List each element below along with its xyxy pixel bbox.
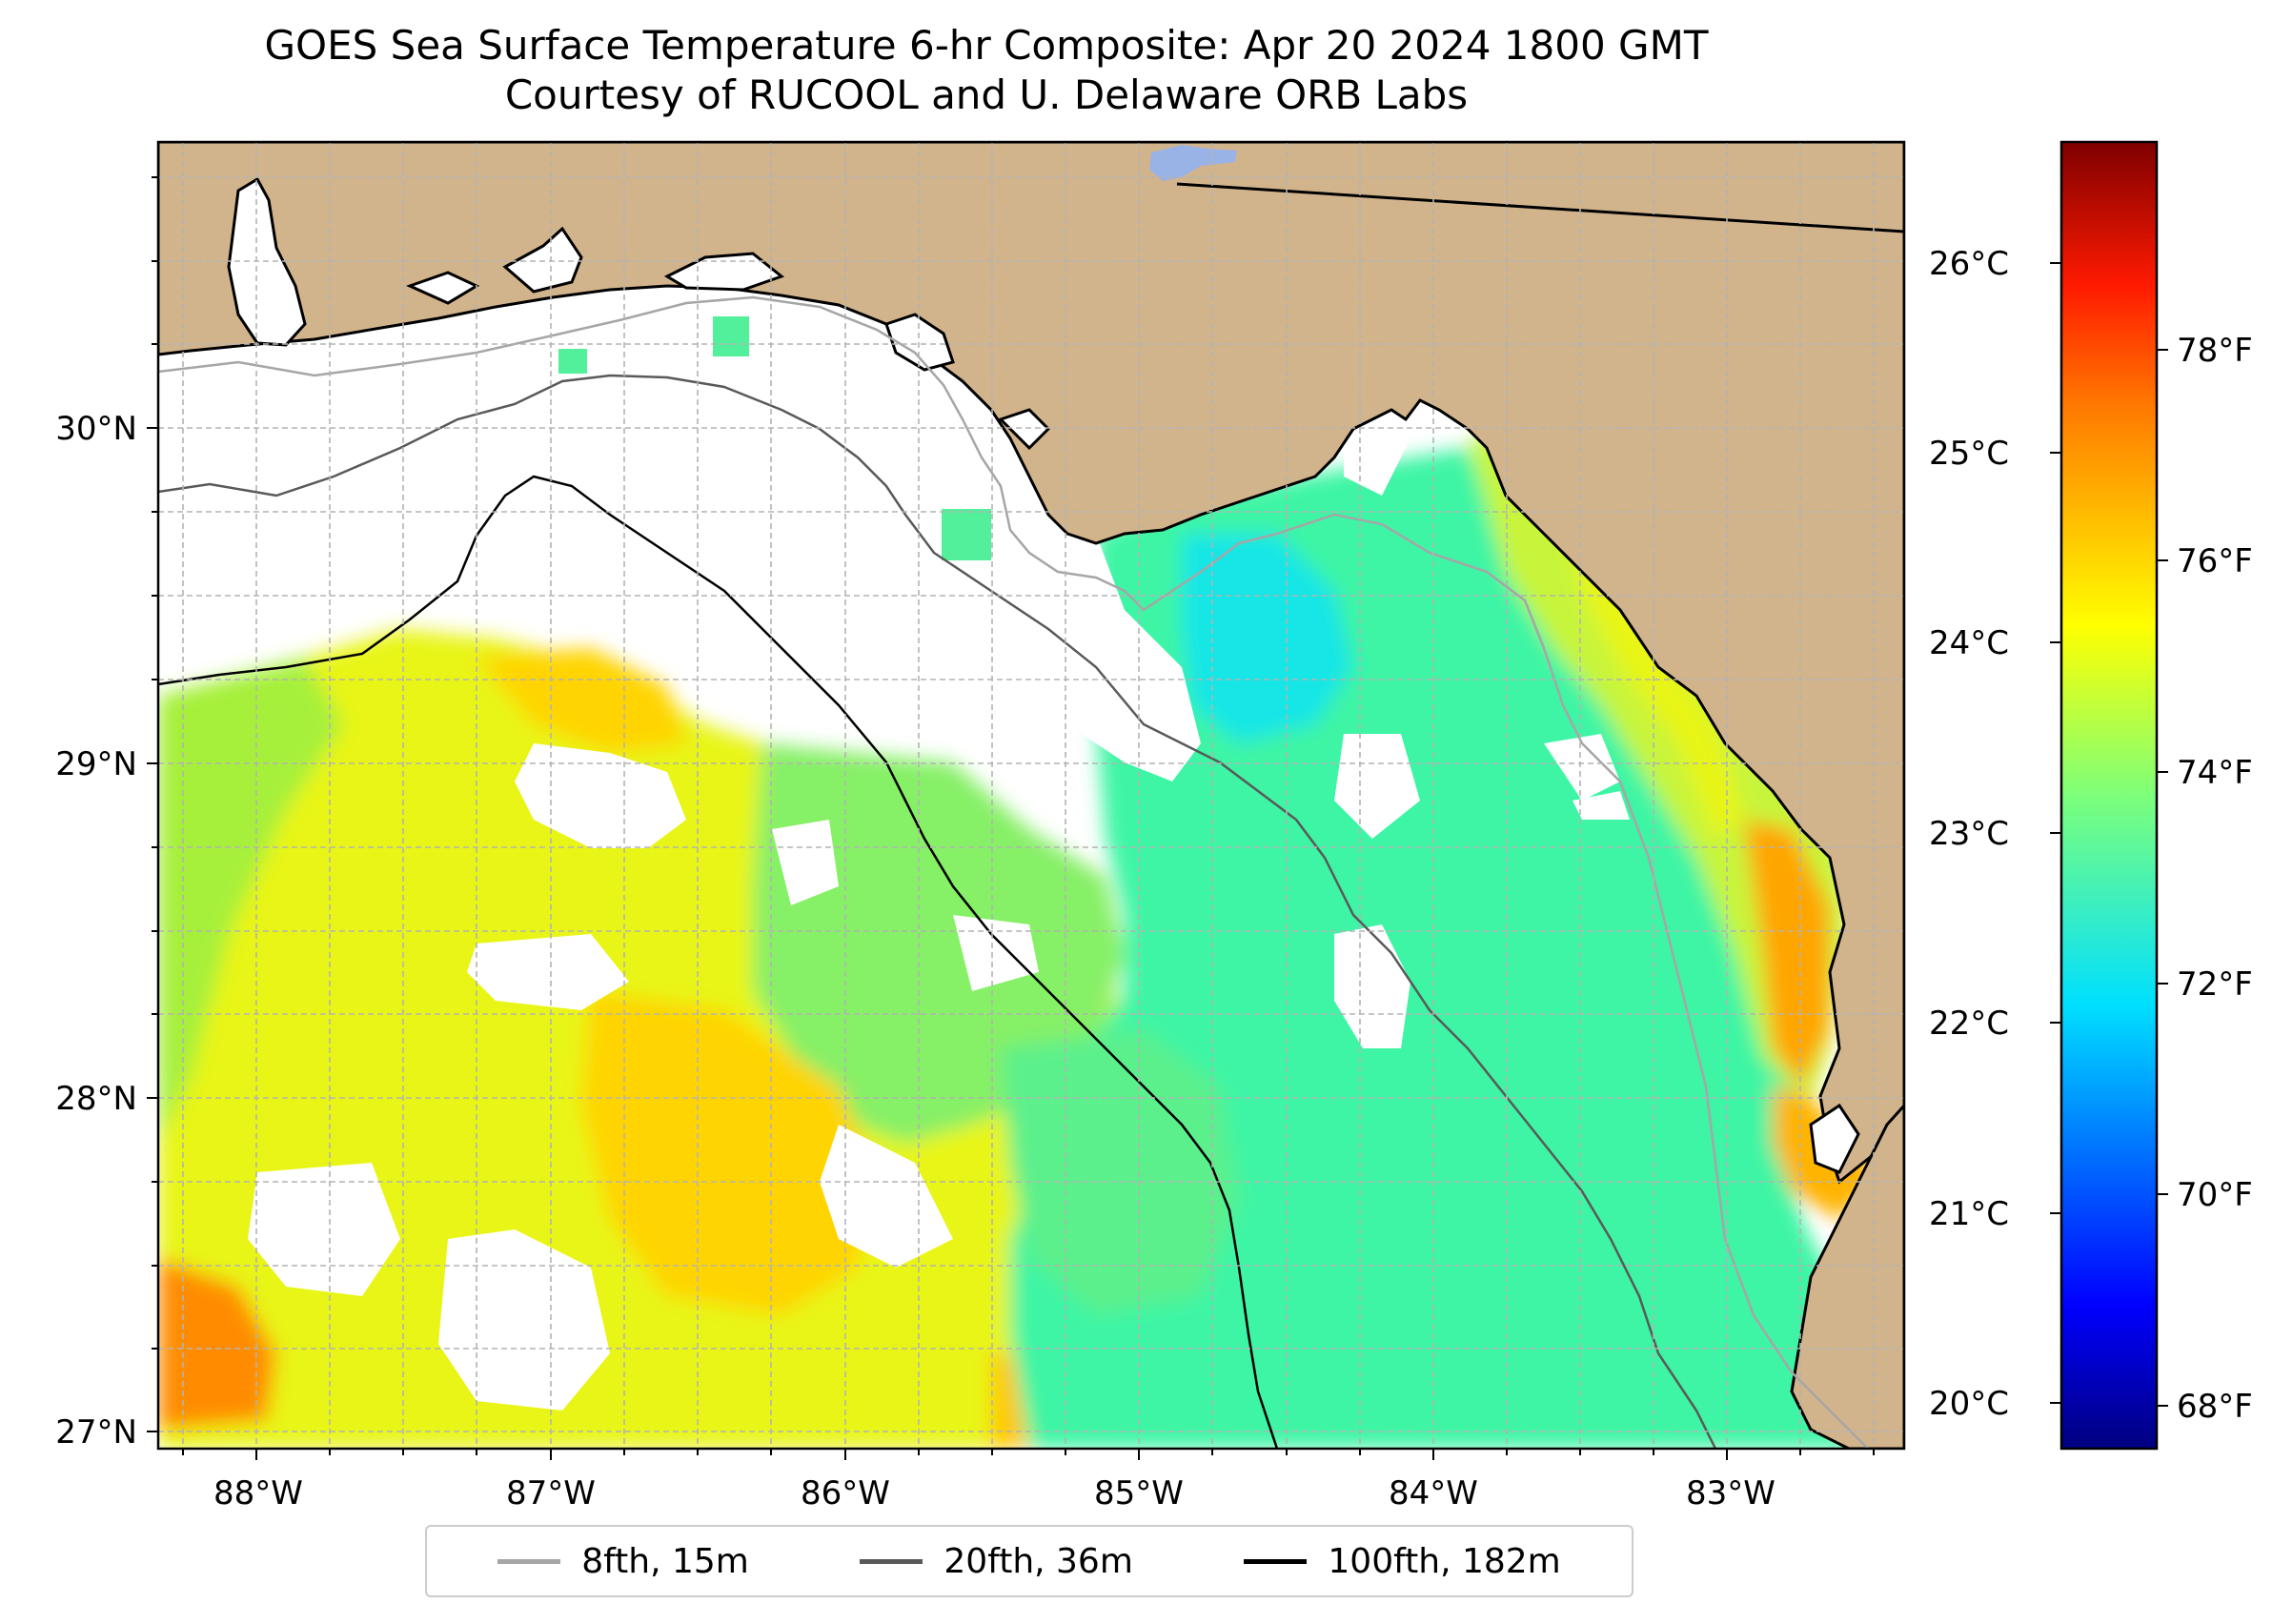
colorbar-gradient: [2060, 140, 2159, 1451]
legend-item: 8fth, 15m: [497, 1542, 749, 1581]
lon-label: 83°W: [1686, 1474, 1776, 1512]
celsius-label: 24°C: [1929, 624, 2009, 662]
legend-item: 100fth, 182m: [1244, 1541, 1561, 1581]
legend-swatch-20fth: [860, 1558, 923, 1564]
celsius-label: 20°C: [1929, 1385, 2009, 1423]
longitude-labels: 88°W 87°W 86°W 85°W 84°W 83°W: [213, 1474, 1776, 1512]
map-frame: [156, 140, 1906, 1451]
lake: [1149, 145, 1237, 181]
lon-label: 85°W: [1094, 1474, 1184, 1512]
lat-label: 29°N: [55, 745, 137, 783]
celsius-label: 26°C: [1929, 245, 2009, 283]
map-panel: [158, 142, 1904, 1449]
colorbar-ticks: [2050, 262, 2168, 1407]
map-gridlines: [158, 142, 1904, 1449]
title-line-2: Courtesy of RUCOOL and U. Delaware ORB L…: [504, 71, 1469, 118]
fahrenheit-label: 72°F: [2177, 965, 2253, 1004]
legend-label: 100fth, 182m: [1328, 1541, 1561, 1581]
land-areas: [158, 142, 1904, 1449]
legend-item: 20fth, 36m: [860, 1542, 1133, 1581]
legend-label: 20fth, 36m: [944, 1541, 1133, 1581]
fahrenheit-label: 78°F: [2177, 332, 2253, 370]
contour-100fth: [158, 475, 1279, 1449]
celsius-label: 23°C: [1929, 815, 2009, 853]
bathymetry-contours: [158, 295, 1869, 1449]
lat-label: 30°N: [55, 410, 137, 448]
fahrenheit-labels: 78°F 76°F 74°F 72°F 70°F 68°F: [2177, 332, 2253, 1426]
legend-swatch-8fth: [497, 1558, 561, 1564]
map-title: GOES Sea Surface Temperature 6-hr Compos…: [0, 21, 1973, 120]
celsius-label: 25°C: [1929, 435, 2009, 473]
celsius-labels: 26°C 25°C 24°C 23°C 22°C 21°C 20°C: [1929, 245, 2009, 1423]
fahrenheit-label: 70°F: [2177, 1176, 2253, 1214]
colorbar: 26°C 25°C 24°C 23°C 22°C 21°C 20°C 78°F …: [1929, 140, 2253, 1451]
fahrenheit-label: 76°F: [2177, 542, 2253, 580]
legend-swatch-100fth: [1244, 1558, 1308, 1564]
contour-20fth: [158, 374, 1717, 1449]
contour-legend: 8fth, 15m 20fth, 36m 100fth, 182m: [425, 1525, 1634, 1597]
lon-label: 84°W: [1389, 1474, 1478, 1512]
sst-field: [158, 316, 1904, 1449]
state-boundary: [1176, 182, 1904, 233]
celsius-label: 22°C: [1929, 1005, 2009, 1043]
lat-label: 28°N: [55, 1080, 137, 1118]
lon-label: 86°W: [801, 1474, 890, 1512]
latitude-labels: 30°N 29°N 28°N 27°N: [55, 410, 137, 1451]
contour-8fth: [158, 295, 1869, 1449]
title-line-1: GOES Sea Surface Temperature 6-hr Compos…: [264, 22, 1709, 69]
lon-label: 88°W: [213, 1474, 303, 1512]
fahrenheit-label: 68°F: [2177, 1388, 2253, 1426]
axis-ticks: [147, 176, 1875, 1460]
celsius-label: 21°C: [1929, 1195, 2009, 1233]
lat-label: 27°N: [55, 1413, 137, 1451]
fahrenheit-label: 74°F: [2177, 754, 2253, 792]
legend-label: 8fth, 15m: [581, 1541, 749, 1581]
lon-label: 87°W: [506, 1474, 596, 1512]
